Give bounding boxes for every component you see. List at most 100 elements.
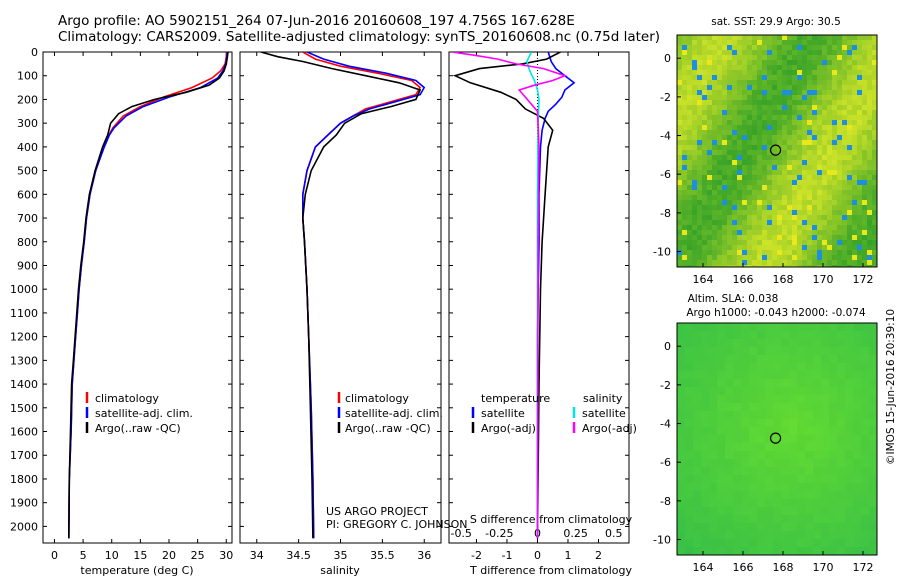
map-cell: [692, 245, 697, 250]
map-cell: [837, 323, 845, 331]
map-cell: [847, 240, 852, 245]
map-cell: [727, 190, 732, 195]
map-cell: [677, 85, 682, 90]
map-cell: [692, 135, 697, 140]
legend-label: Argo(..raw -QC): [95, 422, 181, 435]
map-cell: [837, 230, 842, 235]
map-cell: [822, 35, 827, 40]
map-cell: [747, 250, 752, 255]
map-cell: [722, 200, 727, 205]
map-cell: [847, 175, 852, 180]
map-cell: [682, 95, 687, 100]
map-cell: [807, 140, 812, 145]
map-cell: [853, 379, 861, 387]
map-cell: [812, 175, 817, 180]
map-cell: [862, 260, 867, 265]
map-cell: [701, 355, 709, 363]
map-cell: [817, 125, 822, 130]
map-cell: [821, 331, 829, 339]
map-cell: [845, 411, 853, 419]
map-cell: [842, 160, 847, 165]
map-cell: [707, 235, 712, 240]
map-cell: [762, 260, 767, 265]
map-cell: [707, 215, 712, 220]
map-cell: [692, 65, 697, 70]
map-cell: [717, 435, 725, 443]
map-cell: [862, 210, 867, 215]
map-cell: [837, 165, 842, 170]
map-cell: [821, 379, 829, 387]
map-cell: [853, 419, 861, 427]
map-cell: [757, 175, 762, 180]
map-cell: [802, 80, 807, 85]
map-cell: [781, 483, 789, 491]
series-line-s-argo-adj-: [451, 52, 568, 539]
map-cell: [827, 220, 832, 225]
map-cell: [749, 387, 757, 395]
map-cell: [787, 260, 792, 265]
map-cell: [737, 115, 742, 120]
map-cell: [832, 115, 837, 120]
map-cell: [677, 491, 685, 499]
map-cell: [692, 100, 697, 105]
map-cell: [762, 135, 767, 140]
map-cell: [797, 403, 805, 411]
map-cell: [842, 235, 847, 240]
map-cell: [717, 387, 725, 395]
map-cell: [847, 210, 852, 215]
map-cell: [772, 175, 777, 180]
map-cell: [813, 547, 821, 555]
map-cell: [741, 339, 749, 347]
legend-label: climatology: [345, 392, 409, 405]
map-cell: [722, 225, 727, 230]
map-cell: [762, 220, 767, 225]
map-cell: [792, 70, 797, 75]
map-cell: [869, 419, 877, 427]
map-cell: [707, 95, 712, 100]
map-cell: [677, 150, 682, 155]
map-cell: [741, 547, 749, 555]
map-cell: [842, 255, 847, 260]
map-cell: [725, 507, 733, 515]
map-cell: [845, 387, 853, 395]
map-cell: [749, 531, 757, 539]
map-cell: [682, 140, 687, 145]
map-cell: [752, 190, 757, 195]
map-cell: [727, 115, 732, 120]
map-cell: [829, 523, 837, 531]
map-cell: [701, 499, 709, 507]
map-cell: [742, 185, 747, 190]
map-cell: [752, 230, 757, 235]
map-cell: [752, 200, 757, 205]
map-x-tick-label: 168: [773, 561, 794, 574]
map-cell: [869, 507, 877, 515]
map-cell: [872, 205, 877, 210]
map-cell: [677, 40, 682, 45]
map-cell: [773, 379, 781, 387]
map-cell: [852, 45, 857, 50]
map-cell: [827, 80, 832, 85]
map-cell: [701, 371, 709, 379]
map-cell: [777, 100, 782, 105]
map-cell: [802, 45, 807, 50]
map-cell: [722, 100, 727, 105]
map-cell: [741, 515, 749, 523]
map-cell: [807, 210, 812, 215]
map-cell: [697, 230, 702, 235]
map-cell: [685, 443, 693, 451]
map-cell: [853, 467, 861, 475]
map-cell: [747, 215, 752, 220]
map-cell: [707, 35, 712, 40]
map-cell: [792, 155, 797, 160]
map-cell: [709, 491, 717, 499]
map-cell: [757, 45, 762, 50]
map-cell: [872, 105, 877, 110]
map-cell: [697, 145, 702, 150]
map-cell: [852, 100, 857, 105]
map-cell: [712, 265, 717, 267]
map-cell: [792, 135, 797, 140]
map-cell: [762, 115, 767, 120]
map-cell: [862, 255, 867, 260]
map-cell: [767, 175, 772, 180]
map-cell: [742, 95, 747, 100]
